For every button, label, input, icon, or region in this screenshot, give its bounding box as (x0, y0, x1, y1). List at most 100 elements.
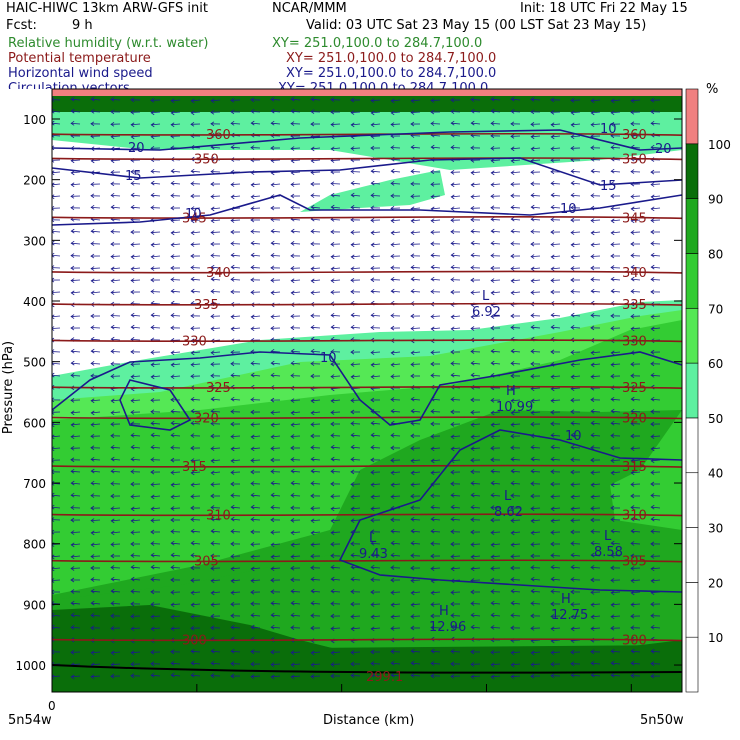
vector-head-238 (450, 182, 455, 188)
vector-shaft-229 (271, 183, 281, 186)
vector-head-1031 (190, 494, 195, 499)
vector-head-1182 (110, 553, 115, 559)
vector-shaft-1051 (591, 495, 601, 498)
vector-shaft-1177 (631, 543, 641, 545)
vector-head-506 (230, 289, 235, 295)
vector-shaft-946 (351, 458, 361, 461)
vector-head-1283 (270, 589, 275, 595)
vector-head-208 (470, 170, 475, 176)
vector-head-996 (110, 481, 115, 486)
vector-head-899 (650, 434, 655, 439)
vector-head-970 (210, 470, 215, 476)
vector-shaft-439 (131, 267, 141, 270)
vector-head-1256 (350, 576, 355, 582)
vector-head-1215 (150, 564, 155, 570)
vector-head-1179 (52, 554, 55, 560)
theta-label-335-right: 335 (622, 298, 647, 313)
vector-shaft-213 (571, 170, 581, 173)
field-vec-name: Circulation vectors (8, 81, 130, 89)
vector-shaft-1006 (311, 482, 321, 485)
vector-shaft-180 (531, 159, 541, 162)
vector-shaft-848 (251, 423, 261, 425)
vector-shaft-1080 (551, 507, 561, 510)
vector-shaft-1199 (451, 555, 461, 558)
vector-shaft-814 (191, 410, 201, 413)
vector-head-871 (90, 433, 95, 439)
vector-head-214 (590, 168, 595, 174)
vector-shaft-1505 (371, 674, 381, 677)
vector-head-872 (110, 433, 115, 439)
vector-head-1500 (270, 674, 275, 680)
vector-head-285 (150, 205, 155, 210)
vector-head-916 (370, 445, 375, 450)
vector-shaft-359 (391, 231, 401, 234)
vector-head-1255 (330, 576, 335, 582)
vector-head-1491 (90, 674, 95, 680)
vector-head-783 (190, 396, 195, 402)
vector-head-1128 (270, 530, 275, 535)
vector-shaft-1384 (431, 627, 441, 629)
vector-shaft-79 (371, 123, 381, 126)
vector-shaft-420 (371, 255, 381, 258)
vector-head-721 (190, 373, 195, 379)
vector-shaft-891 (491, 435, 501, 438)
vector-head-1247 (170, 577, 175, 583)
vector-head-203 (370, 168, 375, 174)
vector-head-509 (290, 290, 295, 296)
vector-head-455 (450, 264, 455, 270)
vector-shaft-29 (611, 99, 621, 102)
vector-shaft-118 (531, 135, 541, 138)
vector-head-740 (570, 374, 575, 380)
vector-shaft-623 (91, 338, 101, 341)
vector-head-499 (90, 290, 95, 296)
vector-shaft-1061 (171, 507, 181, 509)
colorbar-label-90: 90 (708, 193, 723, 207)
vector-shaft-1496 (191, 674, 201, 677)
vector-head-394 (470, 240, 475, 246)
vector-shaft-1226 (371, 566, 381, 569)
vector-head-300 (450, 206, 455, 212)
vector-shaft-1445 (411, 650, 421, 653)
vector-shaft-896 (591, 434, 601, 437)
vector-head-1448 (470, 649, 475, 655)
vector-shaft-1331 (611, 603, 621, 606)
vector-head-1192 (310, 553, 315, 559)
vector-head-138 (310, 146, 315, 152)
vector-shaft-1494 (151, 674, 161, 677)
vector-shaft-794 (411, 398, 421, 401)
vector-shaft-159 (111, 159, 121, 162)
vector-head-1168 (450, 541, 455, 547)
vector-shaft-388 (351, 243, 361, 246)
wind-label-7: 10 (600, 122, 617, 137)
theta-label-315-left: 315 (182, 460, 207, 475)
vector-head-1239 (630, 566, 635, 571)
vector-head-878 (230, 434, 235, 439)
vector-shaft-899 (651, 435, 661, 438)
vector-shaft-924 (531, 446, 541, 449)
vector-head-266 (390, 193, 395, 199)
vector-head-1366 (70, 625, 75, 630)
vector-head-685 (90, 361, 95, 366)
vector-head-848 (250, 422, 255, 427)
vector-head-486 (450, 277, 455, 282)
vector-head-704 (470, 360, 475, 366)
y-tick-label-100: 100 (23, 113, 46, 127)
vector-head-1510 (470, 674, 475, 680)
vector-shaft-219 (71, 183, 81, 186)
vector-head-886 (390, 433, 395, 438)
vector-head-1505 (370, 672, 375, 678)
vector-shaft-728 (331, 375, 341, 377)
vector-head-1268 (590, 577, 595, 583)
vector-head-118 (530, 134, 535, 140)
vector-shaft-38 (171, 111, 181, 114)
vector-shaft-875 (171, 434, 181, 437)
vector-head-361 (430, 229, 435, 235)
vector-shaft-1091 (151, 519, 161, 521)
vector-shaft-1118 (71, 531, 81, 533)
vector-shaft-1490 (71, 675, 81, 678)
vector-shaft-600 (251, 327, 261, 330)
vector-head-218 (52, 182, 55, 188)
vector-shaft-909 (231, 447, 241, 450)
vector-shaft-335 (531, 218, 541, 221)
vector-head-1199 (450, 554, 455, 559)
